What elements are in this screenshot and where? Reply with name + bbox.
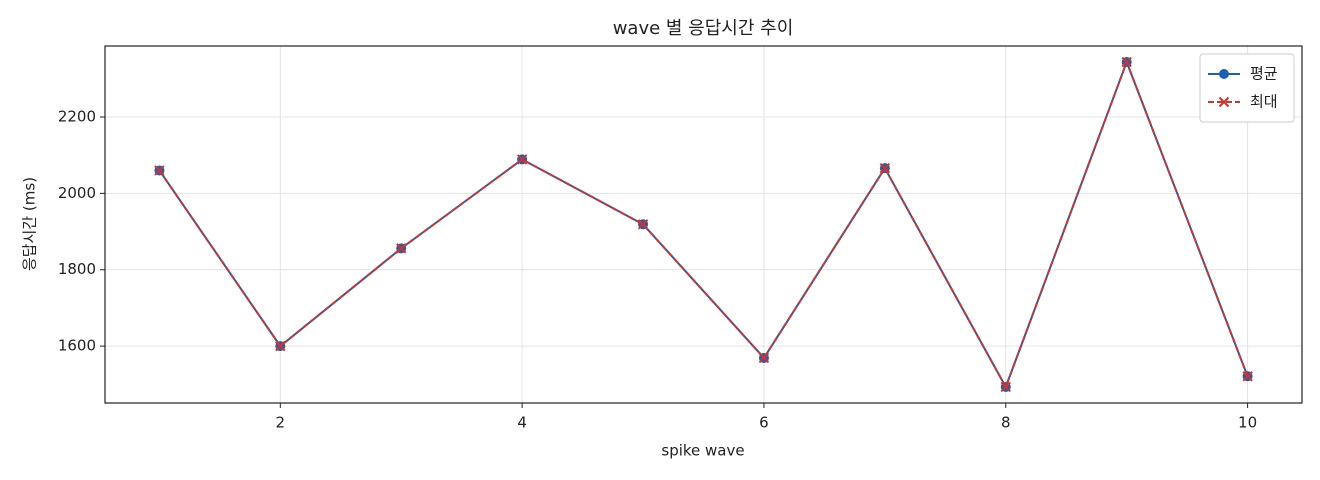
point <box>758 352 770 364</box>
x-tick-label: 6 <box>759 414 769 432</box>
point <box>275 340 286 352</box>
point <box>637 219 649 230</box>
x-tick-label: 8 <box>1001 414 1011 432</box>
x-tick-label: 2 <box>276 414 286 432</box>
series-line <box>158 59 1249 390</box>
y-tick-label: 2200 <box>58 108 96 126</box>
point <box>396 243 407 254</box>
y-axis-label: 응답시간 (ms) <box>21 177 39 271</box>
x-tick-label: 4 <box>517 414 527 432</box>
y-tick-label: 2000 <box>58 184 96 202</box>
legend-marker <box>1218 96 1230 108</box>
series-line <box>158 59 1249 390</box>
legend-label: 최대 <box>1250 93 1278 111</box>
y-tick-label: 1800 <box>58 260 96 278</box>
point <box>879 162 891 174</box>
legend-marker <box>1219 69 1229 79</box>
point <box>1242 371 1253 382</box>
point <box>154 165 165 176</box>
x-axis-label: spike wave <box>661 442 744 460</box>
point <box>1000 381 1011 393</box>
legend-box <box>1199 53 1295 123</box>
legend-label: 평균 <box>1250 65 1278 83</box>
point <box>516 154 528 165</box>
x-tick-label: 10 <box>1238 414 1257 432</box>
point <box>1121 56 1132 68</box>
chart-title: wave 별 응답시간 추이 <box>613 18 794 39</box>
plot-frame <box>104 45 1303 404</box>
y-tick-label: 1600 <box>58 337 96 355</box>
